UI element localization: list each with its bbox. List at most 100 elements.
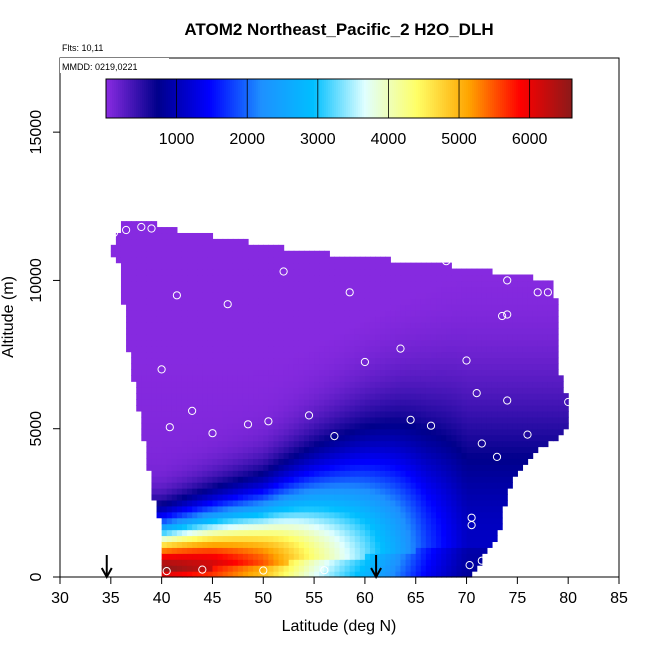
- heatmap-cell: [339, 399, 346, 406]
- heatmap-cell: [334, 375, 341, 382]
- heatmap-cell: [242, 559, 249, 566]
- heatmap-cell: [293, 316, 300, 323]
- heatmap-cell: [212, 298, 219, 305]
- heatmap-cell: [334, 547, 341, 554]
- heatmap-cell: [207, 541, 214, 548]
- heatmap-cell: [324, 387, 330, 394]
- heatmap-cell: [471, 440, 478, 448]
- heatmap-cell: [222, 268, 229, 276]
- heatmap-cell: [415, 262, 422, 270]
- colorbar-segment: [446, 79, 449, 118]
- heatmap-cell: [527, 298, 534, 305]
- heatmap-cell: [273, 410, 280, 418]
- colorbar-segment: [290, 79, 293, 118]
- heatmap-cell: [349, 535, 356, 543]
- heatmap-cell: [466, 345, 473, 353]
- heatmap-cell: [395, 493, 402, 501]
- heatmap-cell: [512, 393, 518, 400]
- heatmap-cell: [319, 363, 325, 370]
- x-tick-label: 85: [610, 590, 628, 607]
- heatmap-cell: [395, 345, 402, 353]
- heatmap-cell: [461, 274, 468, 282]
- heatmap-cell: [359, 571, 366, 578]
- heatmap-cell: [263, 493, 269, 501]
- heatmap-cell: [263, 250, 269, 258]
- heatmap-cell: [166, 286, 173, 293]
- heatmap-cell: [131, 268, 137, 276]
- heatmap-cell: [176, 238, 183, 246]
- heatmap-cell: [120, 280, 127, 287]
- heatmap-cell: [161, 452, 168, 459]
- heatmap-cell: [390, 339, 396, 347]
- heatmap-cell: [527, 404, 534, 412]
- colorbar-segment: [278, 79, 281, 118]
- colorbar-segment: [194, 79, 197, 118]
- heatmap-cell: [349, 458, 356, 465]
- colorbar-segment: [122, 79, 125, 118]
- heatmap-cell: [131, 310, 137, 317]
- heatmap-cell: [171, 381, 178, 388]
- heatmap-cell: [385, 482, 391, 489]
- heatmap-cell: [181, 268, 188, 276]
- heatmap-cell: [354, 482, 361, 489]
- heatmap-cell: [527, 369, 534, 376]
- heatmap-cell: [202, 339, 208, 347]
- heatmap-cell: [232, 547, 239, 554]
- heatmap-cell: [430, 523, 437, 531]
- heatmap-cell: [430, 316, 437, 323]
- heatmap-cell: [166, 404, 173, 412]
- heatmap-cell: [217, 310, 224, 317]
- heatmap-cell: [522, 458, 529, 465]
- heatmap-cell: [324, 381, 330, 388]
- heatmap-cell: [329, 274, 336, 282]
- heatmap-cell: [324, 488, 330, 495]
- colorbar-segment: [500, 79, 503, 118]
- heatmap-cell: [146, 327, 153, 335]
- heatmap-cell: [227, 250, 234, 258]
- heatmap-cell: [329, 488, 336, 495]
- heatmap-cell: [278, 476, 285, 483]
- heatmap-cell: [207, 470, 214, 477]
- heatmap-cell: [171, 529, 178, 537]
- heatmap-cell: [430, 535, 437, 543]
- heatmap-cell: [303, 488, 310, 495]
- heatmap-cell: [369, 470, 376, 477]
- heatmap-cell: [359, 333, 366, 341]
- heatmap-cell: [181, 553, 188, 560]
- heatmap-cell: [339, 440, 346, 448]
- heatmap-cell: [395, 327, 402, 335]
- heatmap-cell: [268, 499, 275, 507]
- heatmap-cell: [120, 250, 127, 258]
- heatmap-cell: [502, 351, 508, 359]
- heatmap-cell: [446, 357, 452, 365]
- colorbar-segment: [436, 79, 439, 118]
- heatmap-cell: [309, 345, 315, 353]
- heatmap-cell: [253, 493, 259, 501]
- heatmap-cell: [237, 470, 244, 477]
- heatmap-cell: [364, 327, 371, 335]
- heatmap-cell: [156, 416, 163, 424]
- heatmap-cell: [192, 446, 198, 454]
- heatmap-cell: [502, 476, 508, 483]
- heatmap-cell: [288, 470, 295, 477]
- heatmap-cell: [552, 399, 559, 406]
- heatmap-cell: [558, 404, 564, 412]
- heatmap-cell: [319, 452, 325, 459]
- heatmap-cell: [410, 292, 417, 299]
- heatmap-cell: [319, 268, 325, 276]
- heatmap-cell: [364, 286, 371, 293]
- heatmap-cell: [349, 280, 356, 287]
- heatmap-cell: [415, 535, 422, 543]
- heatmap-cell: [537, 428, 544, 436]
- heatmap-cell: [197, 238, 203, 246]
- heatmap-cell: [497, 375, 503, 382]
- heatmap-cell: [207, 511, 214, 519]
- heatmap-cell: [268, 274, 275, 282]
- heatmap-cell: [237, 280, 244, 287]
- heatmap-cell: [344, 434, 351, 442]
- heatmap-cell: [456, 541, 463, 548]
- heatmap-cell: [522, 375, 529, 382]
- heatmap-cell: [441, 422, 447, 430]
- heatmap-cell: [400, 446, 407, 454]
- heatmap-cell: [136, 381, 142, 388]
